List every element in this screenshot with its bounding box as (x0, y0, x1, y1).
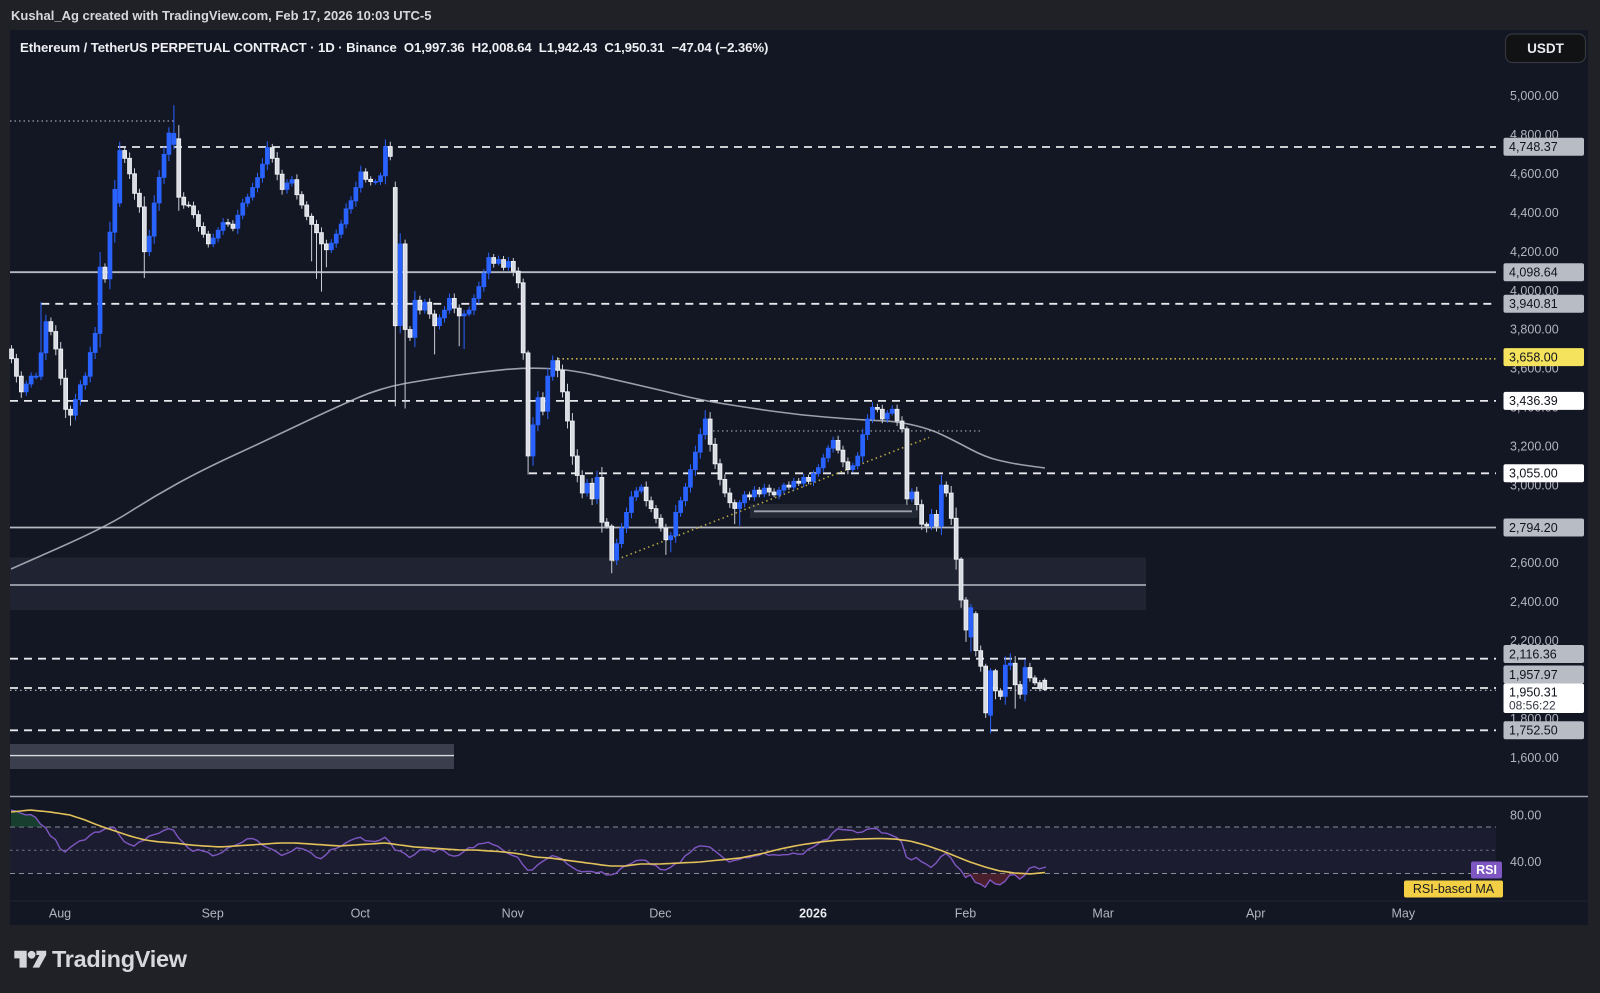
svg-text:Nov: Nov (502, 907, 525, 921)
svg-text:1,950.31: 1,950.31 (1509, 686, 1558, 700)
svg-text:Apr: Apr (1246, 907, 1265, 921)
svg-text:USDT: USDT (1527, 41, 1565, 56)
svg-text:08:56:22: 08:56:22 (1509, 699, 1556, 713)
svg-text:Ethereum / TetherUS PERPETUAL: Ethereum / TetherUS PERPETUAL CONTRACT ·… (20, 40, 768, 55)
svg-text:Mar: Mar (1092, 907, 1114, 921)
svg-text:4,400.00: 4,400.00 (1510, 206, 1559, 220)
svg-text:4,200.00: 4,200.00 (1510, 245, 1559, 259)
svg-text:4,000.00: 4,000.00 (1510, 284, 1559, 298)
svg-text:4,600.00: 4,600.00 (1510, 167, 1559, 181)
svg-text:2,400.00: 2,400.00 (1510, 595, 1559, 609)
svg-text:3,200.00: 3,200.00 (1510, 440, 1559, 454)
svg-text:3,658.00: 3,658.00 (1509, 350, 1558, 364)
svg-text:Kushal_Ag created with Trading: Kushal_Ag created with TradingView.com, … (11, 8, 431, 23)
svg-text:2,600.00: 2,600.00 (1510, 556, 1559, 570)
svg-text:Sep: Sep (202, 907, 224, 921)
svg-text:Feb: Feb (955, 907, 977, 921)
svg-text:80.00: 80.00 (1510, 809, 1541, 823)
svg-text:5,000.00: 5,000.00 (1510, 89, 1559, 103)
svg-text:3,055.00: 3,055.00 (1509, 467, 1558, 481)
svg-text:2,200.00: 2,200.00 (1510, 634, 1559, 648)
svg-text:Aug: Aug (49, 907, 71, 921)
svg-text:RSI: RSI (1476, 863, 1497, 877)
svg-text:3,800.00: 3,800.00 (1510, 323, 1559, 337)
svg-text:3,436.39: 3,436.39 (1509, 394, 1558, 408)
svg-text:1,600.00: 1,600.00 (1510, 751, 1559, 765)
svg-text:Oct: Oct (351, 907, 371, 921)
svg-text:Dec: Dec (649, 907, 671, 921)
svg-text:3,940.81: 3,940.81 (1509, 297, 1558, 311)
svg-text:TradingView: TradingView (52, 946, 188, 972)
svg-text:1,957.97: 1,957.97 (1509, 668, 1558, 682)
svg-text:4,098.64: 4,098.64 (1509, 266, 1558, 280)
svg-text:RSI-based MA: RSI-based MA (1413, 882, 1495, 896)
svg-text:2,794.20: 2,794.20 (1509, 521, 1558, 535)
svg-text:1,752.50: 1,752.50 (1509, 724, 1558, 738)
svg-text:4,748.37: 4,748.37 (1509, 140, 1558, 154)
svg-text:May: May (1391, 907, 1415, 921)
svg-text:40.00: 40.00 (1510, 855, 1541, 869)
svg-text:2,116.36: 2,116.36 (1509, 647, 1557, 661)
svg-text:2026: 2026 (799, 907, 827, 921)
